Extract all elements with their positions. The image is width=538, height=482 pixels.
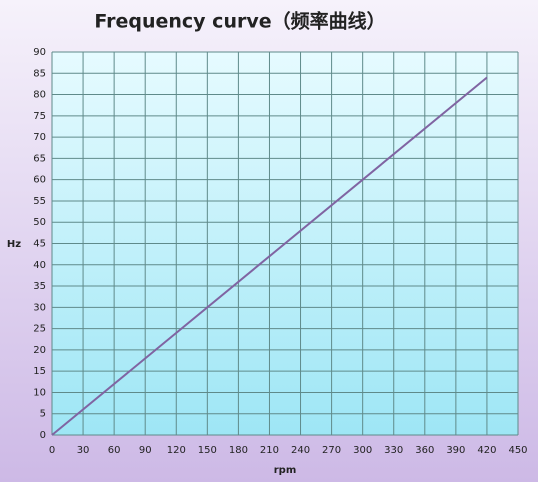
x-tick-label: 0 xyxy=(49,445,55,456)
x-tick-label: 300 xyxy=(353,445,372,456)
x-tick-label: 360 xyxy=(415,445,434,456)
y-tick-label: 10 xyxy=(33,387,46,398)
x-tick-label: 270 xyxy=(322,445,341,456)
x-tick-label: 330 xyxy=(384,445,403,456)
x-tick-label: 420 xyxy=(477,445,496,456)
y-tick-label: 90 xyxy=(33,47,46,58)
y-tick-label: 70 xyxy=(33,132,46,143)
line xyxy=(51,76,488,436)
y-tick-label: 65 xyxy=(33,153,46,164)
x-tick-label: 180 xyxy=(229,445,248,456)
x-tick-label: 210 xyxy=(260,445,279,456)
y-tick-label: 80 xyxy=(33,90,46,101)
y-tick-label: 50 xyxy=(33,217,46,228)
y-tick-label: 35 xyxy=(33,281,46,292)
x-tick-label: 90 xyxy=(139,445,152,456)
x-tick-label: 450 xyxy=(508,445,527,456)
x-tick-label: 240 xyxy=(291,445,310,456)
y-tick-label: 15 xyxy=(33,366,46,377)
y-tick-label: 40 xyxy=(33,260,46,271)
y-axis-label: Hz xyxy=(7,239,21,250)
y-tick-label: 75 xyxy=(33,111,46,122)
y-tick-label: 20 xyxy=(33,345,46,356)
y-tick-label: 85 xyxy=(33,68,46,79)
y-tick-label: 30 xyxy=(33,302,46,313)
y-tick-label: 0 xyxy=(40,430,46,441)
x-tick-label: 60 xyxy=(108,445,121,456)
y-tick-label: 60 xyxy=(33,175,46,186)
x-axis-label: rpm xyxy=(274,465,297,476)
y-tick-label: 55 xyxy=(33,196,46,207)
x-tick-label: 150 xyxy=(198,445,217,456)
y-tick-label: 5 xyxy=(40,409,46,420)
y-tick-label: 25 xyxy=(33,324,46,335)
x-tick-label: 390 xyxy=(446,445,465,456)
x-tick-label: 30 xyxy=(77,445,90,456)
x-tick-label: 120 xyxy=(167,445,186,456)
y-tick-label: 45 xyxy=(33,239,46,250)
chart-title: Frequency curve（频率曲线） xyxy=(94,10,385,33)
